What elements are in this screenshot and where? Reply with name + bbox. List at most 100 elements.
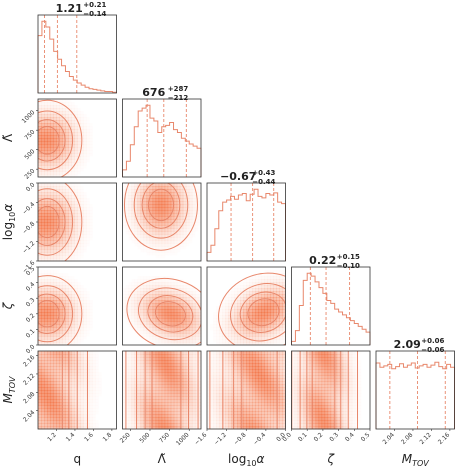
density-cell: [140, 372, 145, 376]
density-cell: [134, 225, 138, 229]
density-cell: [309, 363, 314, 367]
density-cell: [197, 423, 202, 427]
density-cell: [197, 354, 202, 358]
density-cell: [47, 318, 51, 322]
density-cell: [131, 405, 135, 409]
density-cell: [182, 231, 187, 235]
density-cell: [182, 195, 187, 199]
density-cell: [152, 195, 157, 199]
density-cell: [137, 297, 142, 301]
density-cell: [167, 384, 172, 388]
density-cell: [182, 228, 187, 232]
density-cell: [165, 279, 168, 282]
density-cell: [41, 315, 45, 319]
density-cell: [252, 387, 256, 391]
density-cell: [173, 405, 178, 409]
density-cell: [74, 408, 78, 412]
density-cell: [219, 420, 223, 424]
density-cell: [92, 411, 95, 414]
density-cell: [53, 309, 57, 313]
density-cell: [261, 402, 265, 406]
density-cell: [182, 369, 187, 373]
density-cell: [44, 240, 48, 244]
density-cell: [273, 384, 277, 388]
density-cell: [44, 144, 48, 148]
density-cell: [146, 228, 151, 232]
density-cell: [80, 390, 84, 394]
density-cell: [74, 297, 78, 301]
density-cell: [197, 360, 202, 364]
density-cell: [71, 351, 75, 355]
density-cell: [77, 396, 81, 400]
density-cell: [50, 216, 54, 220]
density-cell: [68, 408, 72, 412]
density-cell: [137, 393, 142, 397]
density-cell: [170, 309, 175, 313]
density-cell: [197, 402, 202, 406]
density-cell: [59, 342, 63, 346]
density-cell: [77, 150, 81, 154]
density-cell: [65, 189, 69, 193]
density-cell: [83, 159, 86, 162]
density-cell: [270, 285, 274, 289]
density-cell: [225, 393, 229, 397]
density-cell: [246, 405, 250, 409]
density-cell: [276, 384, 280, 388]
density-cell: [170, 231, 175, 235]
density-cell: [77, 426, 81, 430]
density-cell: [291, 402, 295, 406]
density-cell: [170, 195, 175, 199]
density-cell: [128, 213, 132, 217]
density-cell: [167, 390, 172, 394]
density-cell: [149, 381, 154, 385]
density-cell: [237, 378, 241, 382]
density-cell: [62, 321, 66, 325]
density-cell: [294, 369, 298, 373]
density-cell: [258, 426, 262, 430]
contour-group: [125, 351, 199, 429]
density-cell: [140, 357, 145, 361]
density-cell: [173, 411, 178, 415]
density-cell: [222, 405, 226, 409]
density-cell: [170, 303, 175, 307]
density-cell: [50, 303, 54, 307]
density-cell: [258, 396, 262, 400]
density-cell: [228, 336, 232, 340]
density-cell: [174, 249, 177, 252]
density-cell: [264, 396, 268, 400]
density-cell: [222, 408, 226, 412]
density-cell: [80, 291, 83, 294]
density-cell: [219, 378, 223, 382]
density-cell: [188, 411, 193, 415]
density-cell: [86, 153, 89, 156]
density-cell: [185, 291, 190, 295]
density-cell: [137, 426, 142, 430]
density-cell: [41, 183, 45, 187]
density-cell: [123, 222, 126, 225]
density-cell: [89, 315, 92, 318]
density-cell: [65, 417, 69, 421]
density-cell: [77, 351, 81, 355]
density-cell: [50, 402, 54, 406]
density-cell: [38, 183, 42, 187]
density-cell: [161, 297, 166, 301]
density-cell: [185, 357, 190, 361]
density-cell: [89, 363, 93, 367]
density-cell: [179, 300, 184, 304]
density-cell: [95, 369, 98, 372]
density-cell: [144, 276, 147, 279]
density-cell: [95, 372, 98, 375]
density-cell: [53, 240, 57, 244]
density-cell: [170, 333, 175, 337]
density-cell: [53, 231, 57, 235]
density-cell: [158, 384, 163, 388]
density-cell: [50, 108, 54, 112]
density-cell: [164, 336, 169, 340]
density-cell: [137, 285, 142, 289]
density-cell: [170, 219, 175, 223]
density-cell: [246, 408, 250, 412]
density-cell: [146, 324, 151, 328]
density-cell: [231, 315, 235, 319]
density-cell: [50, 132, 54, 136]
density-cell: [303, 357, 307, 361]
